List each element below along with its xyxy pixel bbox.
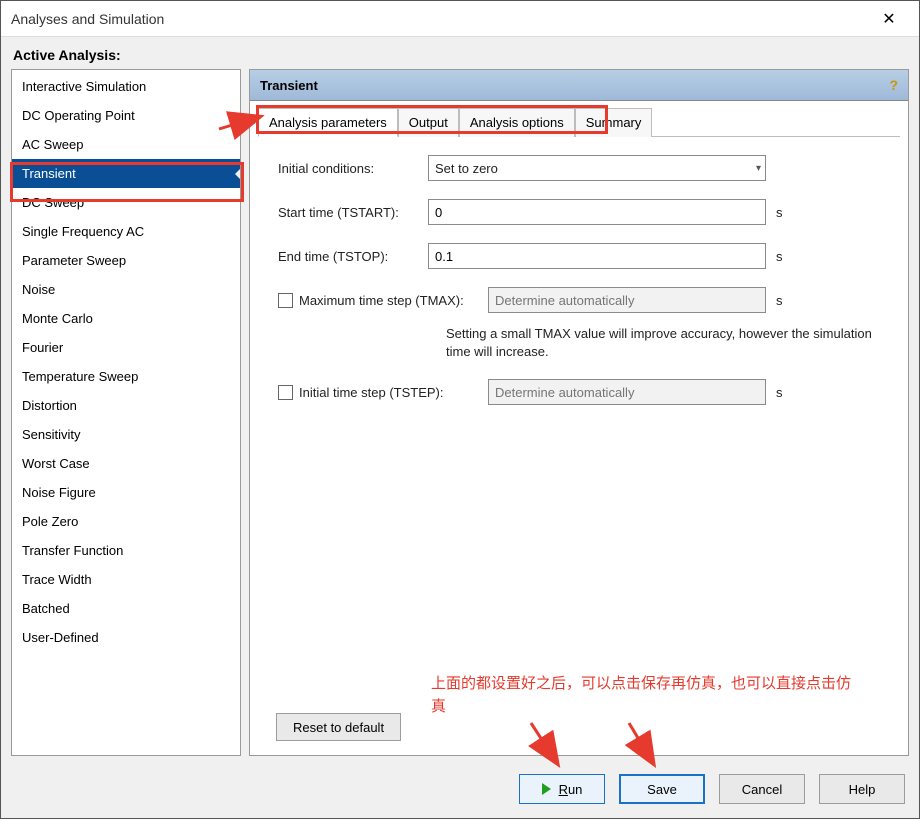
dialog-body: Interactive SimulationDC Operating Point… [1, 69, 919, 764]
tab-summary[interactable]: Summary [575, 108, 653, 137]
sidebar-item-distortion[interactable]: Distortion [12, 391, 240, 420]
tstep-unit: s [776, 385, 783, 400]
sidebar-item-transient[interactable]: Transient [12, 159, 240, 188]
cancel-button[interactable]: Cancel [719, 774, 805, 804]
close-icon[interactable]: ✕ [869, 9, 909, 29]
panel-title: Transient [260, 78, 318, 93]
sidebar-item-batched[interactable]: Batched [12, 594, 240, 623]
chevron-down-icon: ▾ [756, 163, 761, 174]
end-time-input[interactable] [428, 243, 766, 269]
dialog-footer: Run Save Cancel Help [1, 764, 919, 818]
run-button[interactable]: Run [519, 774, 605, 804]
help-button[interactable]: Help [819, 774, 905, 804]
sidebar-item-dc-sweep[interactable]: DC Sweep [12, 188, 240, 217]
sidebar-item-fourier[interactable]: Fourier [12, 333, 240, 362]
end-time-label: End time (TSTOP): [278, 249, 428, 264]
tstep-input [488, 379, 766, 405]
sidebar-item-interactive-simulation[interactable]: Interactive Simulation [12, 72, 240, 101]
initial-conditions-combo[interactable]: Set to zero ▾ [428, 155, 766, 181]
start-time-label: Start time (TSTART): [278, 205, 428, 220]
sidebar-item-monte-carlo[interactable]: Monte Carlo [12, 304, 240, 333]
titlebar: Analyses and Simulation ✕ [1, 1, 919, 37]
sidebar-item-trace-width[interactable]: Trace Width [12, 565, 240, 594]
save-button[interactable]: Save [619, 774, 705, 804]
sidebar-item-pole-zero[interactable]: Pole Zero [12, 507, 240, 536]
start-time-input[interactable] [428, 199, 766, 225]
panel-header: Transient ? [250, 70, 908, 101]
sidebar-item-single-frequency-ac[interactable]: Single Frequency AC [12, 217, 240, 246]
reset-button[interactable]: Reset to default [276, 713, 401, 741]
sidebar-item-transfer-function[interactable]: Transfer Function [12, 536, 240, 565]
sidebar-item-ac-sweep[interactable]: AC Sweep [12, 130, 240, 159]
tmax-input [488, 287, 766, 313]
tmax-label: Maximum time step (TMAX): [299, 293, 464, 308]
window-title: Analyses and Simulation [11, 11, 869, 27]
help-icon[interactable]: ? [889, 77, 898, 93]
tmax-unit: s [776, 293, 783, 308]
start-time-unit: s [776, 205, 783, 220]
tmax-checkbox[interactable] [278, 293, 293, 308]
sidebar-item-noise[interactable]: Noise [12, 275, 240, 304]
tab-analysis-parameters[interactable]: Analysis parameters [258, 108, 398, 137]
end-time-unit: s [776, 249, 783, 264]
main-panel: Transient ? Analysis parametersOutputAna… [249, 69, 909, 756]
tabs-container: Analysis parametersOutputAnalysis option… [250, 101, 908, 137]
initial-conditions-value: Set to zero [435, 161, 498, 176]
tab-analysis-options[interactable]: Analysis options [459, 108, 575, 137]
sidebar-item-noise-figure[interactable]: Noise Figure [12, 478, 240, 507]
tstep-label: Initial time step (TSTEP): [299, 385, 443, 400]
tmax-hint: Setting a small TMAX value will improve … [446, 325, 886, 361]
sidebar-item-worst-case[interactable]: Worst Case [12, 449, 240, 478]
dialog-window: Analyses and Simulation ✕ Active Analysi… [0, 0, 920, 819]
play-icon [542, 783, 551, 795]
run-label: Run [559, 782, 583, 797]
tab-output[interactable]: Output [398, 108, 459, 137]
sidebar-item-dc-operating-point[interactable]: DC Operating Point [12, 101, 240, 130]
form-area: Initial conditions: Set to zero ▾ Start … [250, 137, 908, 755]
sidebar-item-sensitivity[interactable]: Sensitivity [12, 420, 240, 449]
initial-conditions-label: Initial conditions: [278, 161, 428, 176]
sidebar-item-parameter-sweep[interactable]: Parameter Sweep [12, 246, 240, 275]
active-analysis-label: Active Analysis: [1, 37, 919, 69]
sidebar-item-temperature-sweep[interactable]: Temperature Sweep [12, 362, 240, 391]
tstep-checkbox[interactable] [278, 385, 293, 400]
sidebar-item-user-defined[interactable]: User-Defined [12, 623, 240, 652]
tabs: Analysis parametersOutputAnalysis option… [258, 107, 900, 137]
analysis-sidebar: Interactive SimulationDC Operating Point… [11, 69, 241, 756]
